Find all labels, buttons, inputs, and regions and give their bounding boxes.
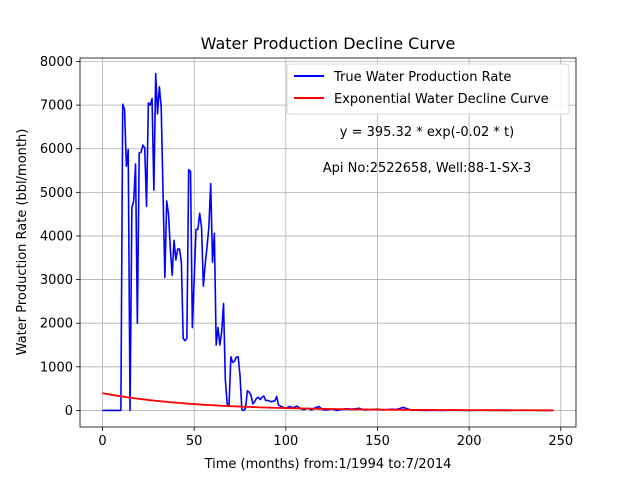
y-tick-label: 5000 (40, 186, 73, 201)
y-tick-label: 4000 (40, 229, 73, 244)
x-tick-label: 0 (98, 434, 106, 449)
x-tick-label: 150 (365, 434, 390, 449)
y-axis-title: Water Production Rate (bbl/month) (15, 129, 30, 356)
y-tick-label: 8000 (40, 55, 73, 70)
y-axis: 0 1000 2000 3000 4000 5000 6000 7000 8000 (40, 55, 80, 419)
legend-box (286, 63, 570, 115)
equation-annotation: y = 395.32 * exp(-0.02 * t) (340, 125, 514, 140)
y-tick-label: 6000 (40, 142, 73, 157)
x-tick-label: 100 (273, 434, 298, 449)
y-tick-label: 1000 (40, 360, 73, 375)
y-tick-label: 0 (65, 404, 73, 419)
plot-area (102, 72, 554, 412)
y-tick-label: 2000 (40, 317, 73, 332)
x-axis-title: Time (months) from:1/1994 to:7/2014 (204, 457, 452, 472)
y-tick-label: 7000 (40, 99, 73, 114)
legend-label-true-rate: True Water Production Rate (333, 70, 511, 85)
x-tick-label: 250 (548, 434, 573, 449)
x-tick-label: 200 (457, 434, 482, 449)
plot-frame (79, 57, 577, 428)
y-tick-label: 3000 (40, 273, 73, 288)
series-layer (102, 72, 554, 412)
well-annotation: Api No:2522658, Well:88-1-SX-3 (323, 161, 531, 176)
x-tick-label: 50 (186, 434, 203, 449)
x-axis: 0 50 100 150 200 250 (98, 427, 573, 449)
legend: True Water Production Rate Exponential W… (286, 63, 570, 115)
chart-title: Water Production Decline Curve (201, 34, 456, 53)
series-line-exponential-curve (102, 392, 554, 412)
legend-label-exponential-curve: Exponential Water Decline Curve (334, 92, 549, 107)
